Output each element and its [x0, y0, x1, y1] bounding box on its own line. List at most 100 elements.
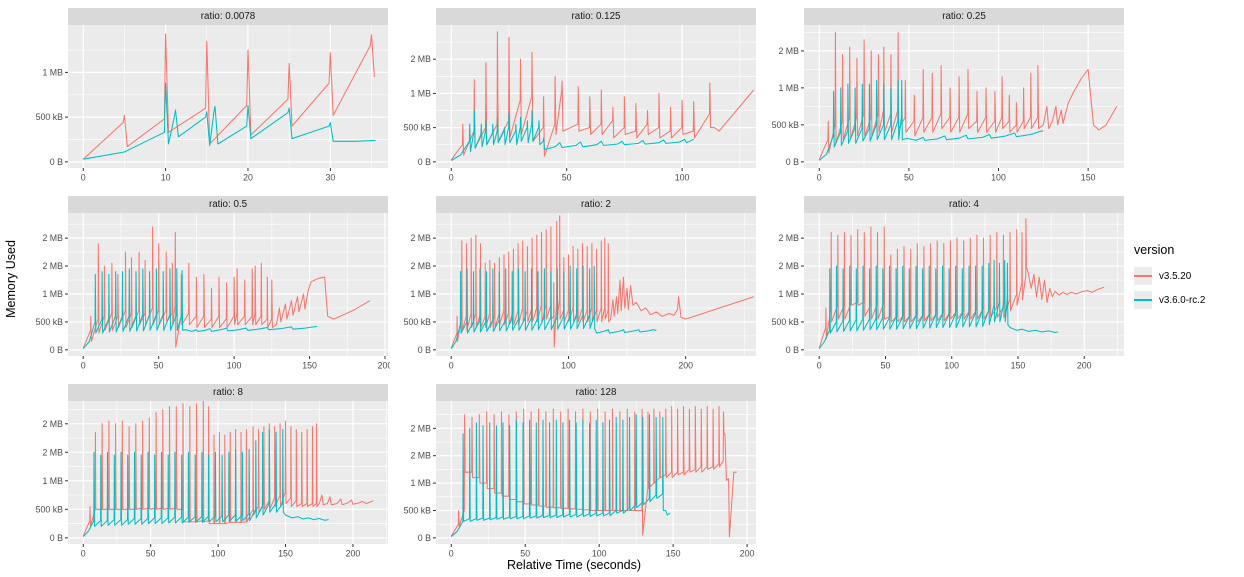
- y-tick-label: 0 B: [418, 533, 431, 543]
- y-tick-label: 500 kB: [404, 505, 432, 515]
- x-tick-label: 150: [302, 361, 317, 371]
- panel-background: [68, 25, 388, 168]
- x-tick-label: 150: [1081, 173, 1096, 183]
- y-tick-label: 0 B: [418, 345, 431, 355]
- x-tick-label: 20: [243, 173, 253, 183]
- x-tick-label: 100: [944, 361, 959, 371]
- x-tick-label: 50: [520, 549, 530, 559]
- y-tick-label: 0 B: [786, 157, 799, 167]
- facet-strip: ratio: 0.125: [436, 8, 756, 25]
- y-tick-label: 0 B: [50, 157, 63, 167]
- legend-title: version: [1134, 243, 1175, 257]
- y-axis-title-text: Memory Used: [4, 240, 19, 318]
- facet-strip-label: ratio: 0.0078: [200, 11, 256, 22]
- x-tick-label: 0: [81, 173, 86, 183]
- x-tick-label: 0: [81, 549, 86, 559]
- x-tick-label: 100: [227, 361, 242, 371]
- legend-label: v3.6.0-rc.2: [1159, 294, 1206, 306]
- panel-plot: 0 100 200 0 B 500 kB 1 MB 2 MB 2 MB: [404, 213, 756, 371]
- y-tick-label: 2 MB: [42, 233, 63, 243]
- y-tick-label: 2 MB: [410, 451, 431, 461]
- y-tick-label: 1 MB: [42, 289, 63, 299]
- y-tick-label: 1 MB: [410, 289, 431, 299]
- panel-plot: 0 50 100 150 0 B 500 kB 1 MB 2 MB: [772, 25, 1124, 183]
- y-tick-label: 1 MB: [42, 67, 63, 77]
- y-tick-label: 2 MB: [42, 261, 63, 271]
- panel-background: [436, 25, 756, 168]
- legend-item-v3.6.0-rc.2: v3.6.0-rc.2: [1134, 291, 1244, 309]
- x-tick-label: 10: [161, 173, 171, 183]
- x-tick-label: 150: [666, 549, 681, 559]
- x-tick-label: 200: [378, 361, 390, 371]
- y-tick-label: 1 MB: [42, 476, 63, 486]
- legend-key-icon: [1134, 291, 1152, 309]
- y-tick-label: 500 kB: [36, 317, 64, 327]
- y-tick-label: 2 MB: [778, 233, 799, 243]
- x-tick-label: 0: [449, 361, 454, 371]
- legend-label: v3.5.20: [1159, 270, 1192, 282]
- series-v3.5.20: [450, 215, 754, 349]
- x-tick-label: 0: [449, 173, 454, 183]
- y-tick-label: 2 MB: [778, 261, 799, 271]
- y-tick-label: 0 B: [50, 533, 63, 543]
- x-tick-label: 100: [675, 173, 690, 183]
- x-tick-label: 150: [278, 549, 293, 559]
- facet-ratio-0.125: ratio: 0.125 0 50 100 0 B 500 kB 1 MB 2 MB: [390, 8, 758, 183]
- y-tick-label: 2 MB: [410, 54, 431, 64]
- panel-plot: 0 50 100 150 200 0 B 500 kB 1 MB 2 MB 2 MB: [404, 401, 756, 559]
- x-tick-label: 200: [1077, 361, 1092, 371]
- panel-plot: 0 50 100 0 B 500 kB 1 MB 2 MB: [404, 25, 756, 183]
- x-tick-label: 200: [740, 549, 755, 559]
- y-tick-label: 0 B: [50, 345, 63, 355]
- facet-ratio-0.5: ratio: 0.5 0 50 100 150 200 0 B 500 kB 1 MB 2 MB 2…: [22, 196, 390, 371]
- x-tick-label: 50: [154, 361, 164, 371]
- x-tick-label: 0: [817, 361, 822, 371]
- y-tick-label: 1 MB: [778, 83, 799, 93]
- series-v3.5.20: [450, 31, 755, 161]
- x-tick-label: 100: [592, 549, 607, 559]
- facet-strip-label: ratio: 128: [575, 387, 617, 398]
- y-tick-label: 1 MB: [410, 88, 431, 98]
- facet-strip: ratio: 0.5: [68, 196, 388, 213]
- y-tick-label: 2 MB: [42, 419, 63, 429]
- panel-background: [68, 213, 388, 356]
- facet-ratio-128: ratio: 128 0 50 100 150 200 0 B 500 kB 1 MB 2 MB 2…: [390, 384, 758, 559]
- series-v3.5.20: [818, 218, 1105, 349]
- series-v3.5.20: [818, 31, 1118, 160]
- facet-strip-label: ratio: 4: [949, 199, 979, 210]
- facet-strip: ratio: 128: [436, 384, 756, 401]
- y-tick-label: 2 MB: [410, 233, 431, 243]
- y-tick-label: 2 MB: [42, 447, 63, 457]
- facet-strip: ratio: 4: [804, 196, 1124, 213]
- y-tick-label: 0 B: [786, 345, 799, 355]
- panel-background: [804, 25, 1124, 168]
- y-tick-label: 2 MB: [778, 46, 799, 56]
- x-axis-title: Relative Time (seconds): [506, 558, 642, 572]
- legend-item-v3.5.20: v3.5.20: [1134, 267, 1244, 285]
- x-tick-label: 200: [678, 361, 693, 371]
- panel-plot: 0 50 100 150 200 0 B 500 kB 1 MB 2 MB 2 MB: [36, 213, 390, 371]
- panel-plot: 0 10 20 30 0 B 500 kB 1 MB: [36, 25, 388, 183]
- x-tick-label: 100: [991, 173, 1006, 183]
- series-v3.6.0-rc.2: [82, 268, 318, 350]
- panel-plot: 0 50 100 150 200 0 B 500 kB 1 MB 2 MB 2 MB: [772, 213, 1124, 371]
- facet-strip: ratio: 2: [436, 196, 756, 213]
- x-tick-label: 0: [817, 173, 822, 183]
- y-tick-label: 2 MB: [410, 261, 431, 271]
- y-tick-label: 500 kB: [36, 112, 64, 122]
- series-v3.6.0-rc.2: [818, 79, 1044, 161]
- y-tick-label: 500 kB: [404, 317, 432, 327]
- facet-strip: ratio: 0.25: [804, 8, 1124, 25]
- x-tick-label: 0: [81, 361, 86, 371]
- y-tick-label: 1 MB: [778, 289, 799, 299]
- x-tick-label: 50: [562, 173, 572, 183]
- series-v3.6.0-rc.2: [83, 82, 376, 160]
- series-v3.5.20: [82, 401, 374, 537]
- y-tick-label: 500 kB: [404, 123, 432, 133]
- facet-strip: ratio: 8: [68, 384, 388, 401]
- y-tick-label: 500 kB: [772, 120, 800, 130]
- series-v3.5.20: [450, 405, 737, 538]
- facet-strip: ratio: 0.0078: [68, 8, 388, 25]
- facet-ratio-0.0078: ratio: 0.0078 0 10 20 30 0 B 500 kB 1 MB: [22, 8, 390, 183]
- legend: version v3.5.20 v3.6.0-rc.2: [1126, 243, 1244, 315]
